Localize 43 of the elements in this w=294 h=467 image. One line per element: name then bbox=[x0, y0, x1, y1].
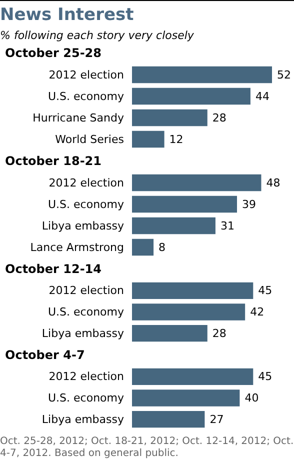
text: Oct. 25-28, 2012; Oct. 18-21, 2012; Oct. 12-14, 2012; Oct. 4-7, 2012. Based on general public. bbox=[0, 436, 294, 460]
data-label: 42 bbox=[250, 306, 264, 318]
y-tick-label: 2012 election bbox=[48, 176, 124, 190]
bar bbox=[132, 66, 272, 84]
bar bbox=[132, 217, 216, 234]
chart-title: October 18-21 bbox=[5, 154, 102, 168]
chart-title: October 25-28 bbox=[5, 46, 102, 60]
bar bbox=[132, 109, 208, 126]
data-label: 48 bbox=[266, 176, 280, 190]
data-label: 39 bbox=[242, 198, 256, 211]
y-tick-label: Lance Armstrong bbox=[30, 240, 124, 254]
y-tick-label: Libya embassy bbox=[42, 412, 124, 426]
y-tick-label: 2012 election bbox=[48, 284, 124, 298]
bar bbox=[132, 196, 237, 213]
text: News Interest bbox=[0, 5, 135, 25]
data-label: 12 bbox=[169, 132, 184, 146]
y-tick-label: 2012 election bbox=[48, 68, 124, 82]
data-label: 44 bbox=[255, 90, 270, 103]
bar bbox=[132, 174, 262, 192]
text: % following each story very closely bbox=[0, 29, 195, 42]
data-label: 27 bbox=[210, 412, 224, 426]
data-label: 40 bbox=[244, 392, 259, 404]
data-label: 52 bbox=[277, 68, 291, 82]
y-tick-label: Libya embassy bbox=[42, 219, 124, 232]
data-label: 28 bbox=[212, 111, 226, 124]
y-tick-label: U.S. economy bbox=[48, 392, 124, 404]
bar bbox=[132, 130, 164, 148]
data-label: 45 bbox=[258, 370, 272, 384]
data-label: 28 bbox=[212, 326, 226, 340]
y-tick-label: U.S. economy bbox=[48, 90, 124, 103]
y-tick-label: 2012 election bbox=[48, 370, 124, 384]
bar bbox=[132, 88, 250, 105]
bar bbox=[132, 238, 154, 256]
data-label: 45 bbox=[258, 284, 272, 298]
chart-title: October 4-7 bbox=[5, 348, 85, 362]
y-tick-label: Hurricane Sandy bbox=[32, 111, 124, 124]
y-tick-label: World Series bbox=[55, 132, 124, 146]
y-tick-label: Libya embassy bbox=[42, 326, 124, 340]
chart-title: October 12-14 bbox=[5, 262, 102, 276]
data-label: 8 bbox=[158, 240, 166, 254]
data-label: 31 bbox=[220, 219, 234, 232]
y-tick-label: U.S. economy bbox=[48, 306, 124, 318]
y-tick-label: U.S. economy bbox=[48, 198, 124, 211]
